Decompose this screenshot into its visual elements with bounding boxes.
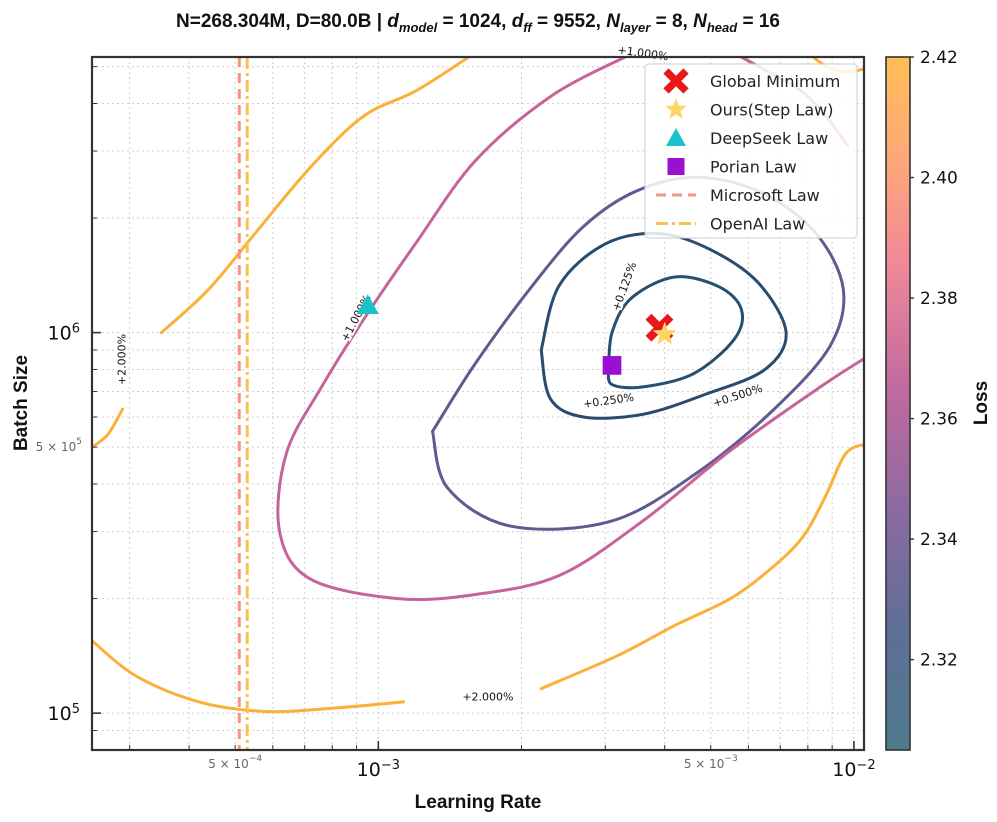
contour-line (539, 442, 864, 691)
colorbar-tick-label: 2.38 (920, 289, 958, 309)
colorbar-label: Loss (971, 381, 992, 425)
chart-title: N=268.304M, D=80.0B | dmodel = 1024, dff… (176, 11, 780, 35)
legend: Global Minimum Ours(Step Law) DeepSeek Law… (644, 63, 858, 239)
legend-symbol (667, 158, 685, 175)
ours-step-law-marker (652, 321, 677, 345)
contour-line (431, 175, 846, 531)
contour-label: +2.000% (116, 334, 129, 385)
x-minor-tick-label: 5 × 10−3 (684, 754, 738, 771)
legend-box (644, 63, 858, 239)
contour-line (160, 57, 471, 335)
legend-label: Global Minimum (710, 72, 840, 91)
y-minor-tick-label: 5 × 105 (36, 437, 82, 454)
contour-line (276, 57, 864, 602)
plot-frame (90, 55, 866, 752)
x-tick-label: 10−3 (357, 758, 400, 781)
colorbar: Loss 2.32 2.34 2.36 2.38 2.40 2.42 (885, 48, 992, 751)
deepseek-lawmarker (356, 294, 379, 315)
contour-line (539, 231, 788, 420)
legend-label: Porian Law (710, 158, 797, 177)
y-tick-label: 106 (48, 322, 80, 345)
legend-label: Ours(Step Law) (710, 101, 833, 120)
markers (356, 294, 677, 375)
contour-line (92, 639, 406, 714)
x-axis-label: Learning Rate (415, 792, 542, 813)
x-tick-label: 10−2 (832, 758, 875, 781)
contour-line (92, 407, 125, 449)
legend-symbol (663, 68, 689, 94)
contour-line (606, 275, 744, 390)
y-axis-label: Batch Size (11, 355, 32, 451)
colorbar-tick-label: 2.36 (920, 410, 958, 430)
reference-lines (237, 57, 249, 750)
axis-ticks: 10−3 10−2 5 × 10−4 5 × 10−3 105 106 5 × 105 (36, 66, 876, 781)
legend-label: Microsoft Law (710, 186, 820, 205)
x-minor-tick-label: 5 × 10−4 (208, 754, 262, 771)
legend-symbol (666, 128, 686, 146)
porian-lawmarker (602, 356, 622, 375)
contour-label: +2.000% (462, 690, 513, 703)
legend-label: OpenAI Law (710, 215, 805, 234)
colorbar-tick-label: 2.40 (920, 169, 958, 189)
legend-symbol-shape (663, 68, 689, 94)
colorbar-tick-label: 2.34 (920, 530, 958, 550)
legend-label: DeepSeek Law (710, 129, 828, 148)
legend-symbol (665, 98, 687, 119)
colorbar-tick-label: 2.42 (920, 48, 958, 68)
colorbar-gradient (885, 56, 911, 751)
colorbar-tick-label: 2.32 (920, 651, 958, 671)
y-tick-label: 105 (48, 702, 80, 725)
